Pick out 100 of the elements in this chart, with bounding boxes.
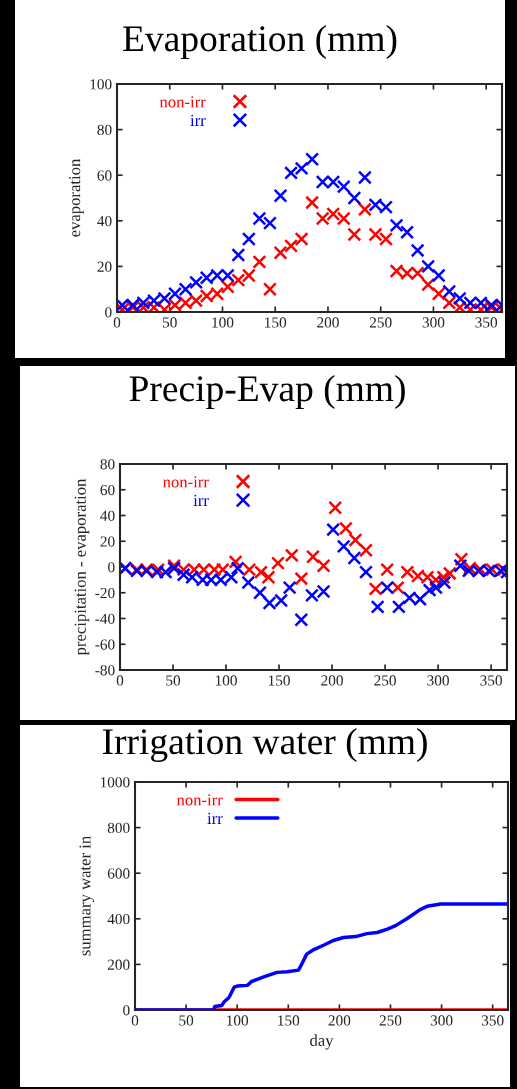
y-axis-title: summary water in xyxy=(79,836,95,956)
point xyxy=(305,195,320,210)
point xyxy=(421,277,436,292)
chart-title: Evaporation (mm) xyxy=(123,25,397,59)
x-tick-label: 200 xyxy=(321,675,343,686)
chart-title: Irrigation water (mm) xyxy=(102,727,427,763)
point xyxy=(358,543,374,558)
point xyxy=(252,254,267,269)
point xyxy=(283,238,299,253)
point xyxy=(273,245,288,260)
x-tick-label: 100 xyxy=(212,317,234,328)
point xyxy=(316,558,331,573)
point xyxy=(358,565,374,580)
point xyxy=(270,556,286,571)
point xyxy=(336,211,351,226)
point xyxy=(378,231,394,247)
legend-label: non-irr xyxy=(163,476,209,488)
point xyxy=(422,583,437,598)
point xyxy=(262,216,278,231)
point xyxy=(431,286,446,301)
point xyxy=(283,165,299,180)
y-axis-title: precipitation - evaporation xyxy=(74,478,90,656)
point xyxy=(315,211,330,226)
point xyxy=(252,211,267,226)
point xyxy=(262,282,278,297)
point xyxy=(230,561,245,576)
x-tick-label: 300 xyxy=(430,1015,453,1026)
legend-label: non-irr xyxy=(159,96,206,108)
x-tick-label: 150 xyxy=(265,317,287,328)
point xyxy=(282,580,297,595)
point xyxy=(294,231,309,247)
point xyxy=(305,549,321,564)
y-tick-label: 200 xyxy=(107,959,130,970)
point xyxy=(305,152,320,167)
x-tick-label: 100 xyxy=(215,675,237,686)
y-tick-label: 40 xyxy=(100,510,115,521)
y-tick-label: 40 xyxy=(97,215,112,227)
y-tick-label: 20 xyxy=(100,536,115,547)
point xyxy=(452,291,467,306)
legend-label: irr xyxy=(193,494,209,506)
x-tick-label: 350 xyxy=(480,675,502,686)
point xyxy=(326,206,341,222)
point xyxy=(231,247,246,263)
y-tick-label: 1000 xyxy=(100,777,130,788)
point xyxy=(338,521,353,536)
x-tick-label: 250 xyxy=(379,1015,402,1026)
point xyxy=(241,575,256,590)
x-tick-label: 300 xyxy=(427,675,449,686)
legend-label: non-irr xyxy=(176,794,223,806)
x-tick-label: 250 xyxy=(369,317,392,328)
y-tick-label: -40 xyxy=(95,613,115,624)
point xyxy=(442,284,457,299)
point xyxy=(178,282,193,297)
legend-label: irr xyxy=(190,114,206,126)
y-tick-label: 0 xyxy=(105,307,112,318)
y-tick-label: 800 xyxy=(107,822,130,834)
point xyxy=(357,202,372,217)
legend-label: irr xyxy=(207,812,223,824)
point xyxy=(326,522,341,537)
point xyxy=(357,170,372,185)
point xyxy=(380,580,395,595)
point xyxy=(380,562,395,577)
point xyxy=(347,550,362,566)
x-tick-label: 50 xyxy=(179,1015,194,1026)
point xyxy=(294,571,309,586)
y-tick-label: 100 xyxy=(90,79,112,90)
x-tick-label: 350 xyxy=(481,1015,504,1026)
point xyxy=(252,585,268,600)
x-tick-label: 150 xyxy=(268,675,290,686)
point xyxy=(431,268,446,283)
y-tick-label: 0 xyxy=(123,1005,130,1016)
point xyxy=(391,599,406,614)
x-tick-label: 0 xyxy=(131,1015,139,1026)
point xyxy=(347,227,362,242)
y-tick-label: 20 xyxy=(97,261,112,272)
x-tick-label: 350 xyxy=(475,317,498,328)
point xyxy=(273,188,288,203)
point xyxy=(370,599,385,614)
point xyxy=(368,581,383,596)
point xyxy=(347,190,362,206)
x-tick-label: 50 xyxy=(162,317,177,328)
x-tick-label: 300 xyxy=(422,317,445,328)
point xyxy=(437,575,452,590)
x-tick-label: 250 xyxy=(374,675,396,686)
point xyxy=(294,161,309,176)
point xyxy=(442,566,457,581)
point xyxy=(368,227,383,242)
point xyxy=(167,286,183,301)
point xyxy=(336,539,351,554)
x-tick-label: 200 xyxy=(328,1015,351,1026)
point xyxy=(410,243,425,258)
point xyxy=(348,532,363,548)
point xyxy=(189,275,204,290)
point xyxy=(294,612,309,627)
y-tick-label: -20 xyxy=(95,587,115,599)
x-axis-title: day xyxy=(310,1034,334,1050)
y-tick-label: -60 xyxy=(95,639,115,650)
point xyxy=(453,558,468,573)
x-tick-label: 150 xyxy=(278,1015,300,1026)
point xyxy=(421,259,436,274)
